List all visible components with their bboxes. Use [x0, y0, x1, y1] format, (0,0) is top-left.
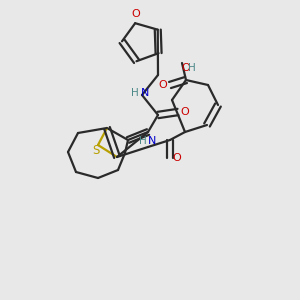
Text: H: H [188, 63, 196, 73]
Text: O: O [132, 9, 140, 19]
Text: H: H [139, 136, 147, 146]
Text: H: H [131, 88, 139, 98]
Text: N: N [141, 88, 149, 98]
Text: O: O [159, 80, 167, 90]
Text: S: S [92, 145, 100, 158]
Text: N: N [148, 136, 156, 146]
Text: O: O [181, 107, 189, 117]
Text: O: O [182, 63, 190, 73]
Text: O: O [172, 153, 182, 163]
